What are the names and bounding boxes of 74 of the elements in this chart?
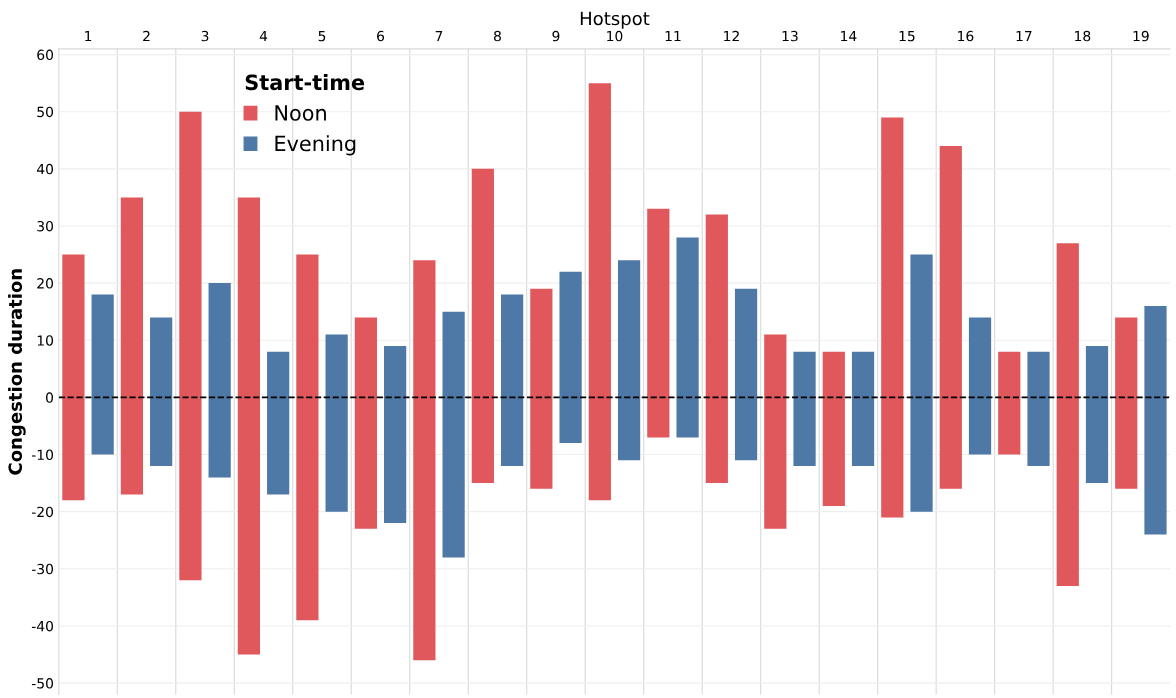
bar xyxy=(559,271,582,444)
y-tick-label: 30 xyxy=(37,220,54,232)
bar xyxy=(1085,345,1109,484)
y-tick-label: 40 xyxy=(36,163,54,175)
x-tick-label: 13 xyxy=(782,30,798,42)
bar xyxy=(354,317,377,529)
x-tick-label: 2 xyxy=(143,30,150,42)
bar xyxy=(968,317,992,455)
x-tick-label: 8 xyxy=(494,30,501,42)
bar xyxy=(267,351,290,495)
y-tick-label: -10 xyxy=(31,449,54,461)
bar xyxy=(120,197,144,495)
x-tick-label: 4 xyxy=(259,30,268,42)
bar xyxy=(617,260,641,461)
x-tick-label: 9 xyxy=(552,30,560,42)
bar xyxy=(179,111,202,581)
bar xyxy=(676,237,699,438)
x-tick-label: 15 xyxy=(899,30,915,42)
x-tick-label: 19 xyxy=(1133,30,1149,42)
x-tick-label: 6 xyxy=(377,30,385,42)
bar xyxy=(325,334,348,512)
y-tick-label: 60 xyxy=(37,49,54,61)
bar xyxy=(910,254,933,512)
x-tick-label: 7 xyxy=(435,30,443,42)
bar xyxy=(442,311,465,558)
bar xyxy=(384,345,407,524)
bar xyxy=(1027,351,1050,466)
y-tick-label: 20 xyxy=(37,278,54,289)
y-tick-label: 50 xyxy=(37,106,54,118)
bar xyxy=(1144,305,1167,535)
x-tick-label: 14 xyxy=(841,30,857,42)
legend-label: Evening xyxy=(275,135,356,156)
bar xyxy=(851,351,875,466)
bar xyxy=(705,214,728,484)
bar xyxy=(296,254,319,621)
legend-label: Noon xyxy=(275,105,326,121)
y-tick-label: -20 xyxy=(31,506,54,518)
bar xyxy=(530,288,553,489)
y-tick-label: -40 xyxy=(31,620,54,632)
y-tick-label: 0 xyxy=(46,392,54,403)
bar xyxy=(881,117,904,518)
bar xyxy=(588,83,611,501)
y-tick-label: -50 xyxy=(31,678,54,689)
bar xyxy=(208,283,231,478)
x-tick-label: 17 xyxy=(1016,30,1032,42)
y-tick-label: 10 xyxy=(37,335,54,346)
bar xyxy=(500,294,524,466)
x-tick-label: 5 xyxy=(318,30,326,42)
bar xyxy=(1056,243,1079,586)
bar xyxy=(471,168,494,484)
bar xyxy=(939,145,962,489)
bar xyxy=(998,351,1021,455)
x-tick-label: 11 xyxy=(665,30,681,42)
x-axis-title: Hotspot xyxy=(580,11,650,29)
x-tick-label: 12 xyxy=(724,30,739,42)
legend-title: Start-time xyxy=(245,74,365,91)
bar xyxy=(764,334,787,529)
bar xyxy=(62,254,85,501)
x-tick-label: 1 xyxy=(85,30,92,42)
bar xyxy=(91,294,114,455)
bar xyxy=(793,351,816,466)
bar xyxy=(1115,317,1138,489)
bar xyxy=(734,288,758,461)
x-tick-label: 18 xyxy=(1075,30,1091,42)
x-tick-label: 16 xyxy=(958,30,974,42)
y-tick-label: -30 xyxy=(31,563,54,575)
x-tick-label: 3 xyxy=(201,30,209,42)
bar xyxy=(237,197,261,655)
bar xyxy=(822,351,845,506)
x-tick-label: 10 xyxy=(607,30,623,42)
y-axis-title: Congestion duration xyxy=(8,269,26,475)
bar xyxy=(647,208,670,438)
bar xyxy=(413,260,436,661)
bar xyxy=(150,317,173,466)
